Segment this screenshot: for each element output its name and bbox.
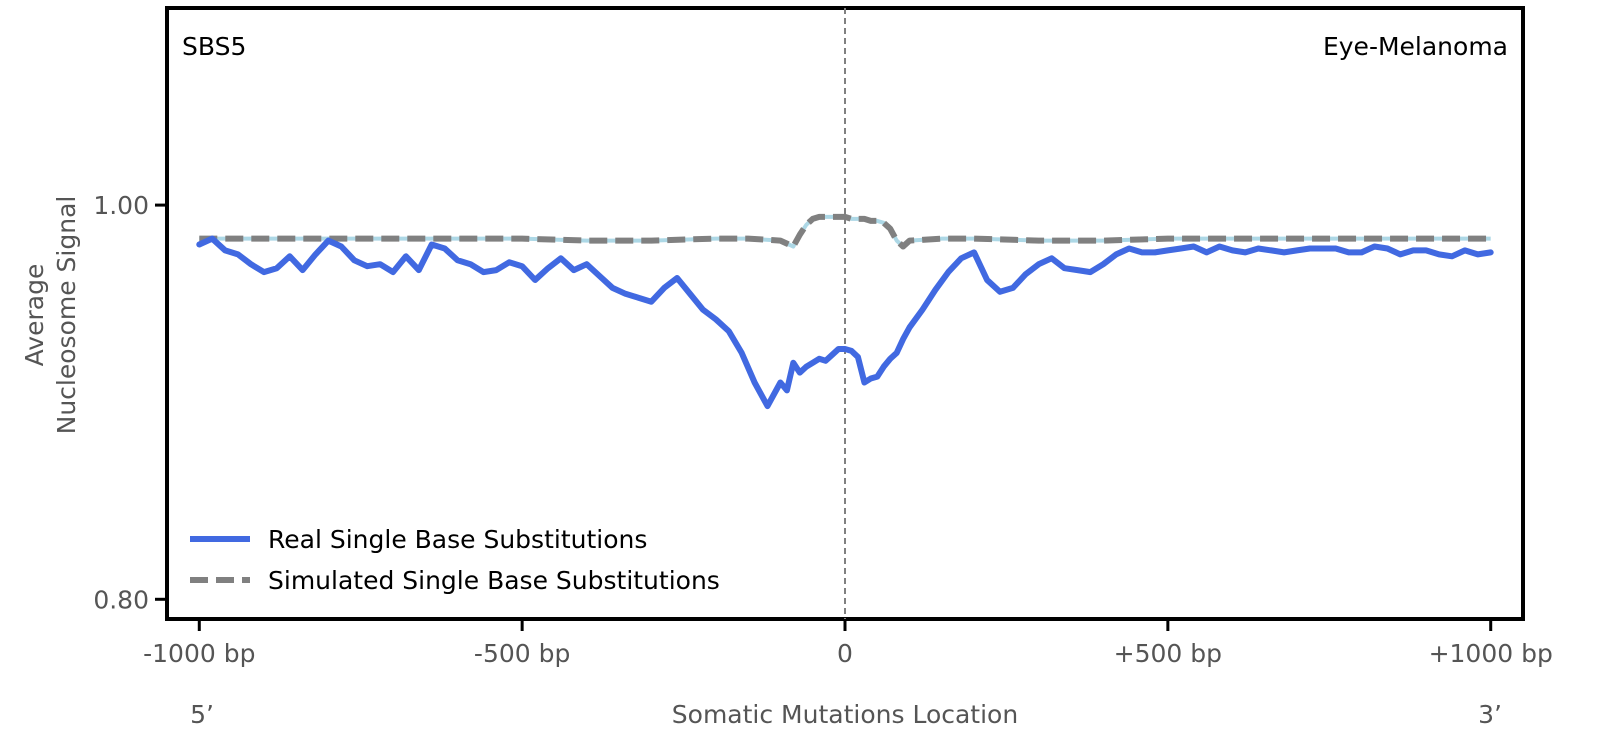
x-tick-label: +1000 bp (1429, 639, 1553, 668)
x-tick-label: -500 bp (474, 639, 570, 668)
y-tick-label: 1.00 (93, 191, 149, 220)
y-tick-label: 0.80 (93, 585, 149, 614)
legend-real-label: Real Single Base Substitutions (268, 525, 647, 554)
y-axis-title-line2: Nucleosome Signal (52, 196, 81, 435)
x-tick-label: +500 bp (1114, 639, 1222, 668)
legend: Real Single Base Substitutions Simulated… (190, 525, 720, 595)
real-series-line (196, 235, 1494, 410)
legend-simulated-label: Simulated Single Base Substitutions (268, 566, 720, 595)
signature-label: SBS5 (182, 32, 246, 61)
five-prime-label: 5’ (190, 700, 214, 729)
y-axis-title: Average Nucleosome Signal (20, 196, 81, 435)
simulated-series-line (199, 213, 1491, 250)
three-prime-label: 3’ (1478, 700, 1502, 729)
x-tick-label: -1000 bp (143, 639, 255, 668)
tissue-label: Eye-Melanoma (1323, 32, 1508, 61)
x-axis-title: Somatic Mutations Location (672, 700, 1018, 729)
y-axis-title-line1: Average (20, 264, 49, 367)
x-tick-label: 0 (837, 639, 853, 668)
